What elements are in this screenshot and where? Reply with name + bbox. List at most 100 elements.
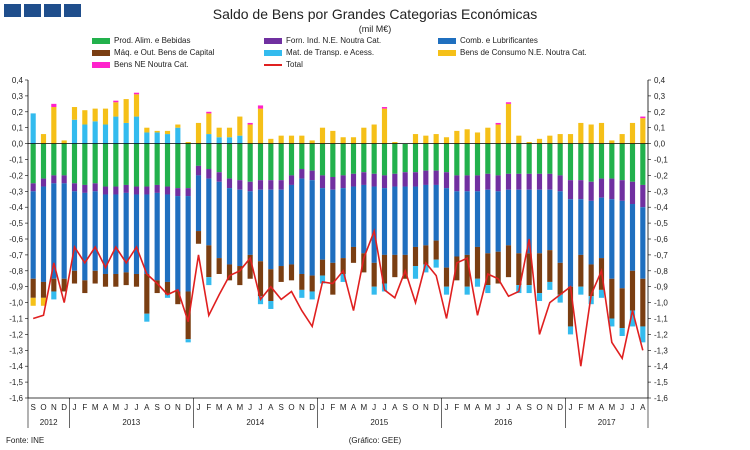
bar-food-neg bbox=[144, 143, 150, 187]
bar-capital-neg bbox=[340, 258, 346, 274]
bar-fuel-neg bbox=[640, 207, 646, 279]
bar-other-pos bbox=[247, 122, 253, 125]
bar-food-neg bbox=[474, 143, 481, 176]
y-tick-label-right: -1,2 bbox=[654, 330, 668, 339]
y-tick-label-left: -0,6 bbox=[9, 235, 23, 244]
y-tick-label-right: -0,1 bbox=[654, 156, 668, 165]
bar-fuel-neg bbox=[350, 186, 357, 247]
bar-food-neg bbox=[619, 143, 625, 181]
bar-food-neg bbox=[567, 143, 574, 181]
bar-ind-neg bbox=[257, 180, 264, 190]
bar-transport-neg bbox=[443, 286, 450, 295]
bar-consumer-pos bbox=[371, 124, 377, 144]
month-label: J bbox=[445, 403, 449, 412]
bar-transport-neg bbox=[257, 296, 264, 305]
bar-ind-neg bbox=[609, 178, 615, 200]
bar-ind-neg bbox=[526, 173, 532, 190]
bar-ind-neg bbox=[175, 188, 181, 197]
bar-capital-neg bbox=[309, 275, 315, 292]
bar-ind-neg bbox=[195, 165, 202, 176]
bar-fuel-neg bbox=[71, 191, 78, 271]
year-label: 2014 bbox=[246, 418, 264, 427]
bar-ind-neg bbox=[299, 169, 305, 179]
bar-ind-neg bbox=[547, 173, 553, 190]
y-tick-label-right: 0,3 bbox=[654, 92, 666, 101]
bar-food-neg bbox=[268, 143, 274, 181]
bar-food-neg bbox=[278, 143, 284, 181]
bar-food-neg bbox=[454, 143, 460, 176]
bar-ind-neg bbox=[402, 172, 408, 187]
bar-transport-neg bbox=[319, 275, 326, 284]
month-label: O bbox=[40, 403, 46, 412]
bar-ind-neg bbox=[154, 184, 160, 193]
month-label: N bbox=[299, 403, 305, 412]
bar-consumer-pos bbox=[547, 135, 553, 144]
bar-fuel-neg bbox=[247, 191, 253, 255]
bar-food-neg bbox=[123, 143, 129, 185]
bar-food-neg bbox=[330, 143, 336, 177]
bar-ind-neg bbox=[206, 169, 212, 179]
bar-transport-neg bbox=[381, 283, 388, 292]
bar-capital-neg bbox=[30, 278, 36, 298]
bar-fuel-neg bbox=[278, 189, 284, 267]
bar-transport-neg bbox=[51, 291, 57, 300]
bar-consumer-pos bbox=[629, 122, 636, 144]
bar-food-neg bbox=[423, 143, 429, 171]
bar-ind-neg bbox=[454, 175, 460, 192]
bar-capital-neg bbox=[154, 280, 160, 294]
bar-food-neg bbox=[495, 143, 501, 176]
bar-fuel-neg bbox=[185, 196, 191, 292]
bar-transport-neg bbox=[567, 326, 574, 335]
bar-food-neg bbox=[392, 143, 398, 174]
legend-swatch-consumer bbox=[438, 49, 456, 56]
bar-transport-neg bbox=[557, 294, 563, 303]
y-tick-label-left: 0,2 bbox=[12, 108, 24, 117]
bar-fuel-neg bbox=[588, 200, 594, 265]
month-label: J bbox=[321, 403, 325, 412]
bar-capital-neg bbox=[288, 264, 295, 281]
bar-consumer-pos bbox=[226, 127, 233, 138]
bar-transport-neg bbox=[609, 318, 615, 327]
legend-swatch-capital bbox=[92, 49, 110, 56]
bar-consumer-pos bbox=[71, 107, 78, 120]
bar-food-neg bbox=[92, 143, 98, 184]
bar-transport-neg bbox=[619, 328, 625, 336]
bar-fuel-neg bbox=[371, 186, 377, 263]
bar-consumer-pos bbox=[185, 142, 191, 144]
month-label: D bbox=[309, 403, 315, 412]
bar-capital-neg bbox=[557, 262, 563, 295]
month-label: A bbox=[392, 403, 398, 412]
total-line bbox=[32, 228, 644, 367]
bar-capital-neg bbox=[237, 266, 243, 286]
bar-ind-neg bbox=[505, 173, 512, 190]
bar-fuel-neg bbox=[195, 175, 202, 232]
bar-transport-neg bbox=[340, 273, 346, 282]
y-tick-label-left: -0,2 bbox=[9, 171, 23, 180]
month-label: A bbox=[227, 403, 233, 412]
bar-ind-neg bbox=[226, 178, 233, 189]
bar-transport-neg bbox=[423, 264, 429, 273]
bar-food-neg bbox=[195, 143, 202, 166]
month-label: N bbox=[547, 403, 553, 412]
y-tick-label-right: -1,6 bbox=[654, 394, 668, 403]
bar-fuel-neg bbox=[454, 191, 460, 257]
month-label: M bbox=[608, 403, 615, 412]
bar-transport-pos bbox=[123, 122, 129, 144]
bar-capital-neg bbox=[257, 261, 264, 297]
bar-fuel-neg bbox=[113, 194, 119, 274]
bar-food-neg bbox=[185, 143, 191, 189]
bar-consumer-pos bbox=[82, 110, 88, 125]
bar-consumer-pos bbox=[175, 124, 181, 128]
month-label: M bbox=[216, 403, 223, 412]
year-label: 2015 bbox=[370, 418, 388, 427]
bar-ind-neg bbox=[392, 173, 398, 187]
y-tick-label-left: -1,2 bbox=[9, 330, 23, 339]
bar-consumer-pos bbox=[381, 108, 388, 144]
month-label: M bbox=[464, 403, 471, 412]
bar-transport-neg bbox=[164, 294, 171, 298]
bar-ind-neg bbox=[247, 181, 253, 192]
month-label: O bbox=[412, 403, 418, 412]
month-label: A bbox=[144, 403, 150, 412]
bar-capital-neg bbox=[392, 254, 398, 278]
bar-ind-neg bbox=[423, 170, 429, 185]
